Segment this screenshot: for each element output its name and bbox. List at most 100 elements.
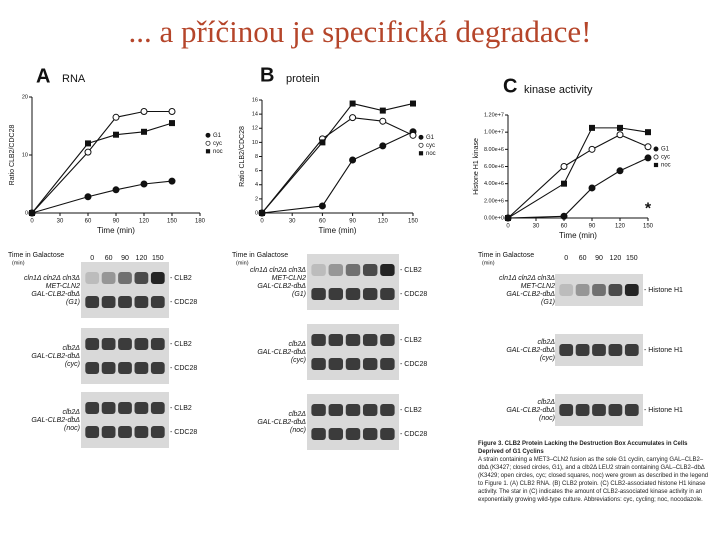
strain-label: MET-CLN2	[521, 283, 555, 290]
y-axis-label: Ratio CLB2/CDC28	[9, 125, 16, 186]
blot-band	[85, 338, 100, 350]
strain-label: GAL-CLB2-dbΔ	[257, 349, 306, 356]
blot-band	[150, 296, 165, 308]
x-tick-label: 0	[506, 224, 510, 230]
blot-band	[380, 334, 395, 346]
blot-band	[559, 284, 574, 296]
blot-band	[380, 288, 395, 300]
blot-band	[85, 362, 100, 374]
strain-label: (cyc)	[291, 357, 306, 364]
x-tick-label: 90	[349, 219, 356, 225]
blot-band	[559, 344, 574, 356]
lane-time: 60	[579, 255, 587, 262]
blot-header-unit: (min)	[236, 260, 249, 266]
strain-label: MET-CLN2	[272, 275, 306, 282]
blot-film	[81, 262, 169, 318]
marker	[560, 163, 568, 170]
marker	[319, 139, 326, 146]
legend-marker	[418, 151, 424, 156]
legend-marker	[418, 142, 424, 148]
band-label: - CDC28	[400, 361, 427, 368]
blot-band	[345, 358, 361, 370]
x-tick-label: 120	[378, 219, 389, 225]
strain-label: cln1Δ cln2Δ cln3Δ	[250, 267, 306, 274]
blot-band	[101, 402, 116, 414]
blot-band	[575, 284, 590, 296]
series-line	[261, 131, 414, 214]
strain-label: GAL-CLB2-dbΔ	[506, 291, 555, 298]
legend-marker	[653, 154, 659, 160]
blot-band	[311, 264, 326, 276]
blot-band	[592, 404, 606, 416]
strain-label: GAL-CLB2-dbΔ	[257, 419, 306, 426]
blot-film	[307, 254, 399, 310]
marker	[349, 114, 357, 122]
blot-band	[134, 426, 149, 438]
strain-label: (cyc)	[65, 361, 80, 368]
y-axis-label: Histone H1 kinase	[473, 138, 480, 195]
y-tick-label: 20	[22, 94, 28, 100]
blot-band	[345, 428, 361, 440]
blot-band	[328, 358, 344, 370]
blot-band	[608, 404, 623, 416]
blot-band	[575, 404, 590, 416]
y-tick-label: 12	[252, 126, 258, 132]
strain-label: GAL-CLB2-dbΔ	[31, 417, 80, 424]
x-tick-label: 30	[533, 224, 540, 230]
band-label: - CDC28	[170, 299, 197, 306]
series-line	[31, 180, 173, 214]
band-label: - CLB2	[170, 275, 192, 282]
strain-label: (noc)	[539, 415, 555, 422]
marker	[616, 167, 624, 175]
marker	[349, 100, 356, 107]
band-label: - CDC28	[400, 291, 427, 298]
y-tick-label: 2.00e+6	[484, 198, 504, 204]
blot-band	[608, 284, 623, 296]
blot-band	[134, 338, 149, 350]
band-label: - CLB2	[400, 407, 422, 414]
blot-band	[118, 296, 132, 308]
x-tick-label: 60	[85, 219, 92, 225]
blot-band	[150, 338, 165, 350]
marker	[84, 148, 92, 156]
strain-label: clb2Δ	[537, 339, 555, 346]
blot-band	[134, 402, 149, 414]
blot-band	[559, 404, 574, 416]
band-label: - Histone H1	[644, 407, 683, 414]
x-tick-label: 150	[643, 224, 654, 230]
blot-band	[150, 272, 165, 284]
panel-letter: B	[260, 64, 274, 86]
marker	[140, 108, 148, 115]
marker	[617, 124, 623, 131]
marker	[84, 193, 92, 201]
blot-band	[101, 338, 116, 350]
lane-time: 0	[90, 255, 94, 262]
marker	[169, 120, 175, 127]
legend-marker	[205, 149, 211, 154]
blot-band	[380, 428, 395, 440]
strain-label: GAL-CLB2-dbΔ	[31, 291, 80, 298]
y-axis-label: Ratio CLB2/CDC28	[239, 126, 246, 187]
lane-time: 0	[564, 255, 568, 262]
blot-band	[362, 264, 378, 276]
blot-film	[307, 324, 399, 380]
blot-band	[101, 426, 116, 438]
blot-band	[150, 426, 165, 438]
blot-band	[150, 362, 165, 374]
y-tick-label: 0.00e+0	[484, 215, 504, 221]
marker	[588, 184, 596, 192]
blot-band	[592, 344, 606, 356]
blot-band	[345, 404, 361, 416]
lane-time: 90	[595, 255, 603, 262]
series-line	[507, 127, 649, 219]
strain-label: clb2Δ	[288, 411, 306, 418]
blot-header: Time in Galactose	[478, 252, 534, 259]
blot-band	[101, 272, 116, 284]
legend-marker	[418, 134, 424, 140]
strain-label: clb2Δ	[62, 345, 80, 352]
x-axis-label: Time (min)	[559, 231, 597, 240]
panel-letter: A	[36, 65, 50, 87]
blot-band	[345, 264, 361, 276]
blot-film	[81, 392, 169, 448]
